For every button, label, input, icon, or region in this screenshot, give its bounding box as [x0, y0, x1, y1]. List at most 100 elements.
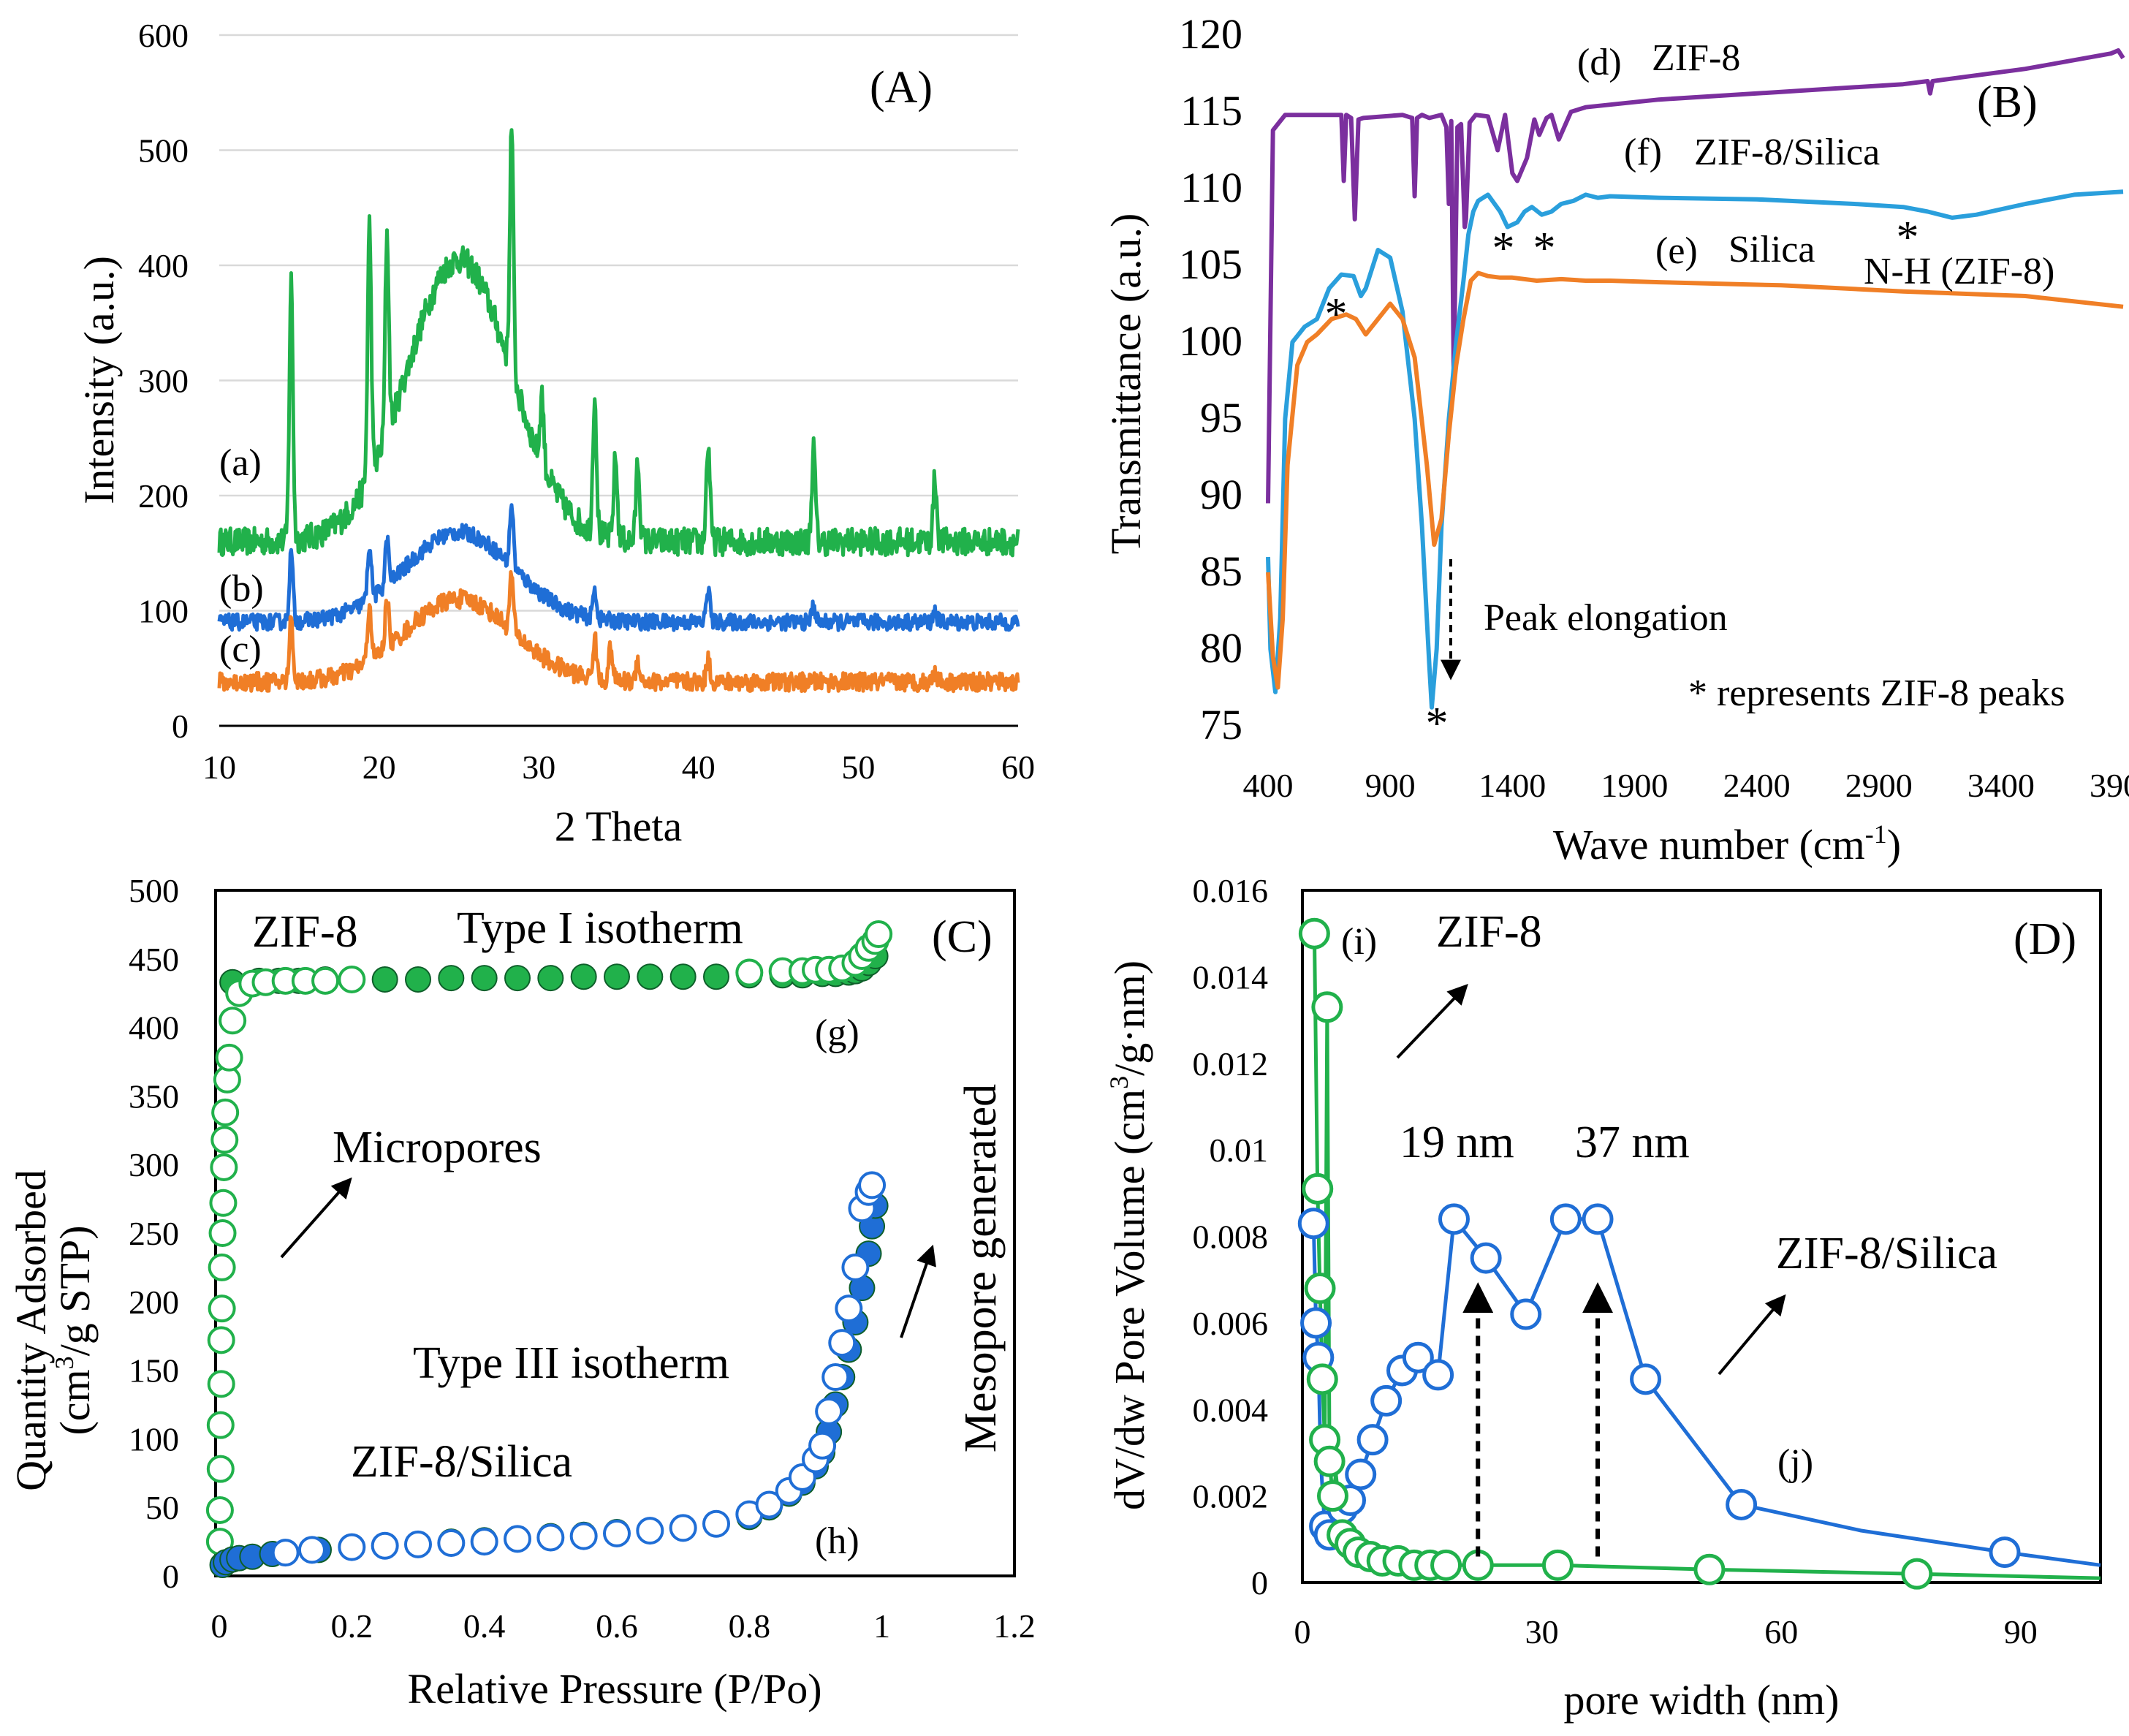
x-tick-label: 90 [2004, 1613, 2038, 1650]
isotherm-point-s3 [815, 1397, 843, 1425]
isotherm-point-s1 [215, 1043, 243, 1072]
nh-annotation: N-H (ZIF-8) [1864, 251, 2054, 292]
isotherm-point-s3 [404, 1530, 432, 1558]
x-tick-label: 1 [873, 1607, 890, 1645]
isotherm-point-s3 [470, 1528, 498, 1556]
y-tick-label: 115 [1180, 87, 1242, 134]
isotherm-point-s1 [311, 966, 340, 995]
psd-marker-s0 [1297, 1208, 1329, 1240]
panel-b-y-label: Transmittance (a.u.) [1102, 213, 1150, 555]
y-tick-label: 85 [1200, 547, 1242, 595]
isotherm-point-s0 [537, 965, 564, 992]
star-1070: * [1426, 699, 1449, 748]
panel-c-x-label: Relative Pressure (P/Po) [407, 1665, 821, 1713]
x-tick-label: 0.4 [463, 1607, 506, 1645]
psd-marker-s1 [1430, 1549, 1462, 1581]
y-tick-label: 300 [129, 1146, 179, 1183]
y-tick-label: 300 [138, 363, 189, 400]
isotherm-point-s1 [219, 1007, 247, 1035]
x-tick-label: 50 [841, 748, 875, 786]
zif8-silica-label-d: ZIF-8/Silica [1776, 1229, 1997, 1278]
y-label-sup-d: 3 [1104, 1076, 1134, 1089]
x-tick-label: 1.2 [993, 1607, 1036, 1645]
y-tick-label: 120 [1179, 10, 1242, 58]
isotherm-point-s0 [471, 965, 498, 992]
y-tick-label: 0 [162, 1558, 179, 1595]
x-tick-label: 400 [1243, 767, 1294, 804]
y-tick-label: 0.002 [1193, 1478, 1269, 1515]
psd-marker-s0 [1300, 1307, 1332, 1339]
isotherm-point-s1 [865, 920, 893, 949]
panel-d-label: (D) [2014, 914, 2076, 964]
x-tick-label: 3400 [1967, 767, 2035, 804]
panel-c-y-label-2: (cm3/g STP) [50, 1225, 99, 1435]
y-tick-label: 0.008 [1193, 1218, 1269, 1256]
psd-marker-s0 [1422, 1359, 1454, 1391]
y-label-main: (cm [51, 1369, 99, 1435]
y-tick-label: 350 [129, 1077, 179, 1115]
x-tick-label: 30 [1525, 1613, 1559, 1650]
psd-marker-s1 [1311, 991, 1343, 1023]
psd-marker-s0 [1345, 1458, 1377, 1490]
zif8-arrow [1396, 983, 1468, 1059]
x-tick-label: 0 [1294, 1613, 1311, 1650]
mesopore-arrow [900, 1244, 936, 1338]
psd-marker-s1 [1304, 1273, 1336, 1305]
mesopore-label: Mesopore generated [956, 1084, 1006, 1452]
y-tick-label: 0.012 [1193, 1045, 1269, 1083]
y-tick-label: 95 [1200, 394, 1242, 441]
psd-marker-s1 [1693, 1553, 1726, 1585]
isotherm-point-s1 [207, 1326, 235, 1354]
panel-d-y-label: dV/dw Pore Volume (cm3/g·nm) [1104, 960, 1153, 1510]
y-tick-label: 450 [129, 941, 179, 978]
series-c-label: (c) [219, 629, 262, 670]
isotherm-point-s3 [821, 1362, 850, 1391]
y-tick-label: 0.014 [1193, 958, 1269, 996]
y-label-main-d: dV/dw Pore Volume (cm [1106, 1089, 1153, 1510]
isotherm-point-s3 [669, 1514, 697, 1542]
zif8-silica-label: ZIF-8/Silica [351, 1437, 572, 1487]
isotherm-point-s3 [603, 1519, 631, 1547]
panel-c-label: (C) [932, 912, 993, 962]
isotherm-point-s1 [209, 1189, 238, 1217]
star-left: * [1325, 289, 1348, 339]
panel-d-pore-size: 0 0.002 0.004 0.006 0.008 0.01 0.012 0.014 0.016… [1104, 872, 2102, 1724]
y-tick-label: 0.016 [1193, 872, 1269, 909]
isotherm-point-s3 [702, 1509, 730, 1538]
y-tick-label: 500 [129, 872, 179, 909]
psd-marker-s1 [1298, 917, 1330, 950]
y-tick-label: 0 [1251, 1564, 1268, 1602]
peak-elongation-label: Peak elongation [1484, 597, 1728, 639]
isotherm-point-s1 [211, 1098, 240, 1126]
y-tick-label: 200 [138, 477, 189, 515]
psd-marker-s0 [1356, 1424, 1389, 1456]
panel-b-label: (B) [1977, 77, 2038, 127]
x-tick-label: 60 [1764, 1613, 1798, 1650]
panel-b-x-label: Wave number (cm-1) [1553, 819, 1901, 868]
isotherm-point-s1 [210, 1126, 239, 1154]
x-tick-label: 0 [211, 1607, 228, 1645]
isotherm-point-s0 [604, 963, 630, 990]
label-g: (g) [815, 1012, 859, 1054]
label-silica: Silica [1728, 229, 1815, 270]
x-tick-label: 60 [1001, 748, 1035, 786]
zif8-label: ZIF-8 [252, 907, 358, 957]
y-label-end: /g STP) [51, 1225, 99, 1356]
isotherm-point-s1 [210, 1153, 238, 1181]
y-tick-label: 100 [1179, 317, 1242, 365]
y-tick-label: 150 [129, 1352, 179, 1390]
panel-c-isotherm: 0 50 100 150 200 250 300 350 400 450 500 0 0.2 0.4 0.6… [7, 872, 1036, 1713]
zif8-peaks-note: * represents ZIF-8 peaks [1688, 672, 2065, 714]
y-tick-label: 600 [138, 17, 189, 54]
ftir-series-line-2 [1266, 270, 2124, 690]
xrd-series-line-0 [217, 128, 1020, 558]
x-tick-label: 0.2 [331, 1607, 373, 1645]
isotherm-point-s3 [835, 1295, 863, 1323]
ftir-series-line-1 [1266, 189, 2124, 710]
psd-marker-s0 [1549, 1203, 1582, 1235]
isotherm-point-s3 [636, 1517, 664, 1545]
isotherm-point-s1 [338, 965, 366, 993]
isotherm-point-s3 [297, 1536, 326, 1564]
panel-b-ftir: 75 80 85 90 95 100 105 110 115 120 400 900 1400 1900 2… [1102, 10, 2129, 868]
